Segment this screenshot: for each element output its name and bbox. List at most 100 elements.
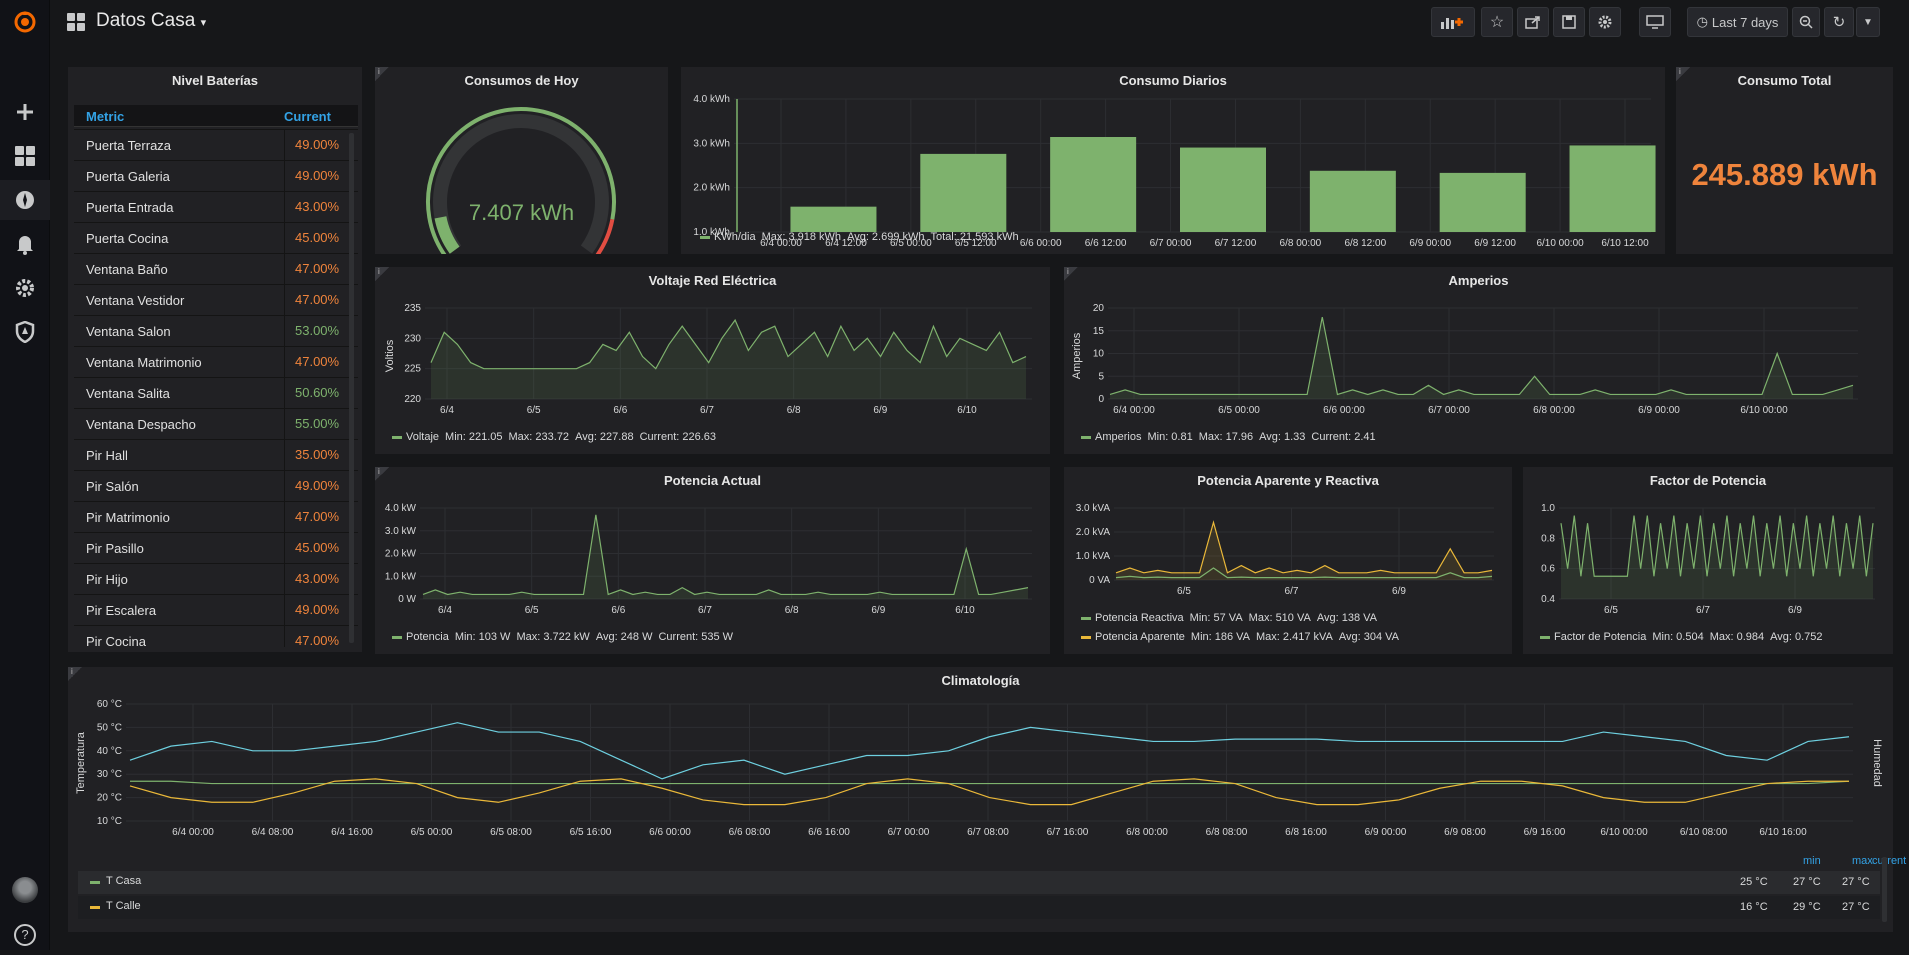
line-chart-voltaje: 220 225 230 235 6/4 6/5 6/6 6/7 6/8 6/9 6/10 Voltio…	[384, 303, 1032, 416]
legend-column-min[interactable]: min	[1803, 855, 1821, 867]
panel-nivel-baterias: Nivel Baterías Metric Current Puerta Ter…	[68, 67, 362, 652]
time-range-picker[interactable]: ◷ Last 7 days	[1687, 7, 1788, 37]
series-line-t-casa	[130, 780, 1850, 785]
legend-current: Current: 226.63	[639, 431, 717, 443]
panel-info-icon[interactable]: i	[375, 67, 389, 81]
legend-swatch	[392, 435, 402, 439]
y-tick-label: 2.0 kVA	[1076, 527, 1111, 538]
caret-down-icon: ▾	[200, 17, 207, 29]
plus-icon[interactable]	[0, 92, 50, 132]
refresh-interval-dropdown[interactable]: ▼	[1856, 7, 1880, 37]
help-icon[interactable]: ?	[0, 915, 50, 955]
legend-column-max[interactable]: max	[1852, 855, 1873, 867]
x-tick-label: 6/8 00:00	[1126, 827, 1168, 838]
grafana-logo-icon[interactable]	[0, 2, 50, 42]
metric-name: Ventana Despacho	[86, 417, 196, 432]
panel-info-icon[interactable]: i	[375, 267, 389, 281]
table-row: Puerta Galeria 49.00%	[74, 160, 358, 191]
share-button[interactable]	[1517, 7, 1549, 37]
refresh-button[interactable]: ↻	[1824, 7, 1854, 37]
star-button[interactable]: ☆	[1481, 7, 1513, 37]
battery-value: 45.00%	[284, 223, 354, 253]
legend-max: Max: 0.984	[1709, 631, 1765, 643]
legend-max: Max: 2.417 kVA	[1256, 631, 1333, 643]
legend-swatch	[90, 906, 100, 909]
legend-row-t-calle[interactable]: T Calle 16 °C 29 °C 27 °C	[78, 896, 1880, 919]
time-range-label: Last 7 days	[1711, 14, 1779, 30]
legend-series-name[interactable]: Factor de Potencia	[1554, 631, 1647, 643]
panel-info-icon[interactable]: i	[68, 667, 82, 681]
legend-max: 27 °C	[1793, 876, 1821, 888]
add-panel-button[interactable]	[1431, 7, 1475, 37]
battery-value: 49.00%	[284, 471, 354, 501]
x-tick-label: 6/7 16:00	[1047, 827, 1089, 838]
table-row: Pir Hijo 43.00%	[74, 563, 358, 594]
clock-icon: ◷	[1696, 14, 1708, 29]
x-tick-label: 6/7	[1696, 605, 1710, 616]
tv-mode-button[interactable]	[1639, 7, 1671, 37]
alert-bell-icon[interactable]	[0, 224, 50, 264]
metric-name: Pir Escalera	[86, 603, 157, 618]
explore-icon[interactable]	[0, 180, 50, 220]
settings-button[interactable]	[1589, 7, 1621, 37]
y-tick-label: 220	[404, 394, 421, 405]
dashboard-title[interactable]: Datos Casa ▾	[96, 10, 206, 32]
legend-series-name[interactable]: Potencia Reactiva	[1095, 612, 1184, 624]
y-tick-label: 2.0 kW	[385, 549, 417, 560]
battery-value: 47.00%	[284, 626, 354, 647]
legend-series-name[interactable]: Amperios	[1095, 431, 1142, 443]
table-scrollbar[interactable]	[349, 133, 354, 643]
shield-icon[interactable]	[0, 312, 50, 352]
legend-min: Min: 57 VA	[1189, 612, 1243, 624]
table-row: Ventana Vestidor 47.00%	[74, 284, 358, 315]
legend-series-name[interactable]: KWh/dia	[714, 231, 756, 243]
x-tick-label: 6/8	[785, 605, 799, 616]
chart-legend: KWh/dia Max: 3.918 kWh Avg: 2.699 kWh Total…	[700, 231, 1025, 243]
series-line-amperios	[1109, 316, 1854, 396]
gear-icon[interactable]	[0, 268, 50, 308]
column-header-current[interactable]: Current	[284, 109, 331, 124]
x-tick-label: 6/6 12:00	[1085, 238, 1127, 249]
y-tick-label: 4.0 kWh	[693, 94, 730, 105]
gauge-value-arc	[434, 216, 460, 254]
y-axis-label: Voltios	[384, 339, 396, 372]
x-tick-label: 6/9 00:00	[1365, 827, 1407, 838]
panel-info-icon[interactable]: i	[375, 467, 389, 481]
legend-series-name[interactable]: Potencia Aparente	[1095, 631, 1185, 643]
x-tick-label: 6/9 16:00	[1524, 827, 1566, 838]
y-tick-label: 3.0 kVA	[1076, 503, 1111, 514]
bar	[1180, 147, 1266, 232]
column-header-metric[interactable]: Metric	[86, 109, 125, 124]
y-tick-label: 30 °C	[97, 769, 122, 780]
legend-row-t-casa[interactable]: T Casa 25 °C 27 °C 27 °C	[78, 871, 1880, 894]
panel-info-icon[interactable]: i	[1676, 67, 1690, 81]
x-tick-label: 6/4 16:00	[331, 827, 373, 838]
save-button[interactable]	[1553, 7, 1585, 37]
x-tick-label: 6/4 00:00	[760, 238, 802, 249]
table-header: Metric Current	[74, 105, 358, 127]
x-tick-label: 6/9	[871, 605, 885, 616]
y-axis-label: Amperios	[1071, 332, 1083, 379]
chart-legend: Factor de Potencia Min: 0.504 Max: 0.984 Av…	[1540, 631, 1829, 643]
dashboards-icon[interactable]	[0, 136, 50, 176]
panel-title: Consumo Total	[1737, 73, 1832, 88]
panel-info-icon[interactable]: i	[1064, 267, 1078, 281]
legend-series-name[interactable]: Voltaje	[406, 431, 440, 443]
battery-value: 45.00%	[284, 533, 354, 563]
legend-series-name[interactable]: Potencia	[406, 631, 449, 643]
panel-consumo-total: i Consumo Total 245.889 kWh	[1676, 67, 1893, 254]
x-tick-label: 6/6 00:00	[1323, 405, 1365, 416]
user-avatar[interactable]	[0, 870, 50, 910]
panel-consumos-hoy: i Consumos de Hoy 7.407 kWh	[375, 67, 668, 254]
tv-mode-icon	[1646, 15, 1664, 29]
bar-chart-consumo-diarios: 1.0 kWh 2.0 kWh 3.0 kWh 4.0 kWh 6/4 00:00 6/4…	[693, 94, 1656, 249]
legend-scrollbar[interactable]	[1882, 857, 1887, 922]
table-body: Puerta Terraza 49.00% Puerta Galeria 49.00%…	[68, 129, 362, 647]
dashboards-icon[interactable]	[66, 12, 86, 37]
battery-value: 47.00%	[284, 347, 354, 377]
x-tick-label: 6/9	[1392, 586, 1406, 597]
legend-avg: Avg: 0.752	[1770, 631, 1823, 643]
legend-column-current[interactable]: current	[1872, 855, 1907, 867]
zoom-out-button[interactable]	[1792, 7, 1820, 37]
table-row: Puerta Terraza 49.00%	[74, 129, 358, 160]
